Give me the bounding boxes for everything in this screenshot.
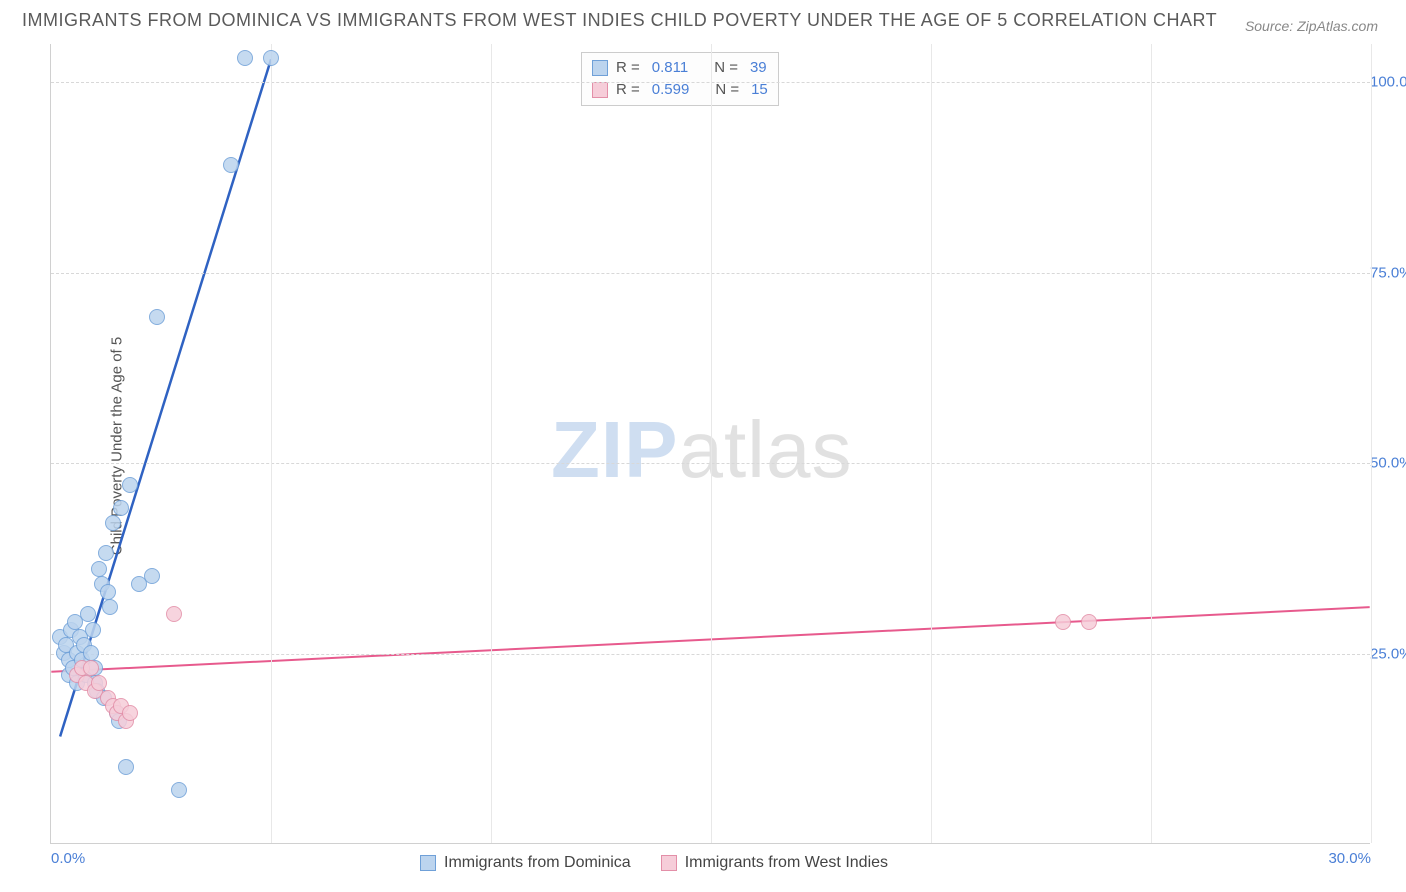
data-point [83,660,99,676]
gridline-vertical [271,44,272,843]
r-value-dominica: 0.811 [652,59,688,76]
y-tick-label: 50.0% [1370,455,1406,472]
source-value: ZipAtlas.com [1297,18,1378,34]
data-point [83,645,99,661]
legend-item-dominica: Immigrants from Dominica [420,854,631,872]
data-point [171,782,187,798]
data-point [85,622,101,638]
n-value-westindies: 15 [751,81,768,98]
legend-row-dominica: R = 0.811 N = 39 [592,57,768,79]
scatter-plot-area: ZIPatlas R = 0.811 N = 39 R = 0.599 N = … [50,44,1370,844]
y-tick-label: 75.0% [1370,264,1406,281]
data-point [166,606,182,622]
swatch-westindies [592,82,608,98]
n-label: N = [714,57,738,79]
n-value-dominica: 39 [750,59,767,76]
data-point [105,515,121,531]
gridline-vertical [491,44,492,843]
data-point [122,477,138,493]
source-label: Source: [1245,18,1293,34]
series-legend: Immigrants from Dominica Immigrants from… [420,854,888,872]
y-tick-label: 25.0% [1370,645,1406,662]
source-attribution: Source: ZipAtlas.com [1245,18,1378,34]
data-point [144,568,160,584]
data-point [122,705,138,721]
legend-item-westindies: Immigrants from West Indies [661,854,888,872]
x-tick-label: 30.0% [1328,850,1371,867]
swatch-westindies-icon [661,855,677,871]
gridline-vertical [1371,44,1372,843]
data-point [102,599,118,615]
legend-label-westindies: Immigrants from West Indies [685,854,888,872]
data-point [91,675,107,691]
data-point [98,545,114,561]
legend-label-dominica: Immigrants from Dominica [444,854,631,872]
data-point [118,759,134,775]
gridline-vertical [711,44,712,843]
swatch-dominica-icon [420,855,436,871]
data-point [149,309,165,325]
data-point [91,561,107,577]
data-point [113,500,129,516]
r-label: R = [616,57,640,79]
data-point [1055,614,1071,630]
data-point [237,50,253,66]
x-tick-label: 0.0% [51,850,85,867]
data-point [263,50,279,66]
correlation-legend: R = 0.811 N = 39 R = 0.599 N = 15 [581,52,779,106]
data-point [100,584,116,600]
swatch-dominica [592,60,608,76]
chart-title: IMMIGRANTS FROM DOMINICA VS IMMIGRANTS F… [22,10,1217,31]
gridline-vertical [1151,44,1152,843]
data-point [223,157,239,173]
data-point [80,606,96,622]
data-point [1081,614,1097,630]
gridline-vertical [931,44,932,843]
y-tick-label: 100.0% [1370,74,1406,91]
r-value-westindies: 0.599 [652,81,690,98]
